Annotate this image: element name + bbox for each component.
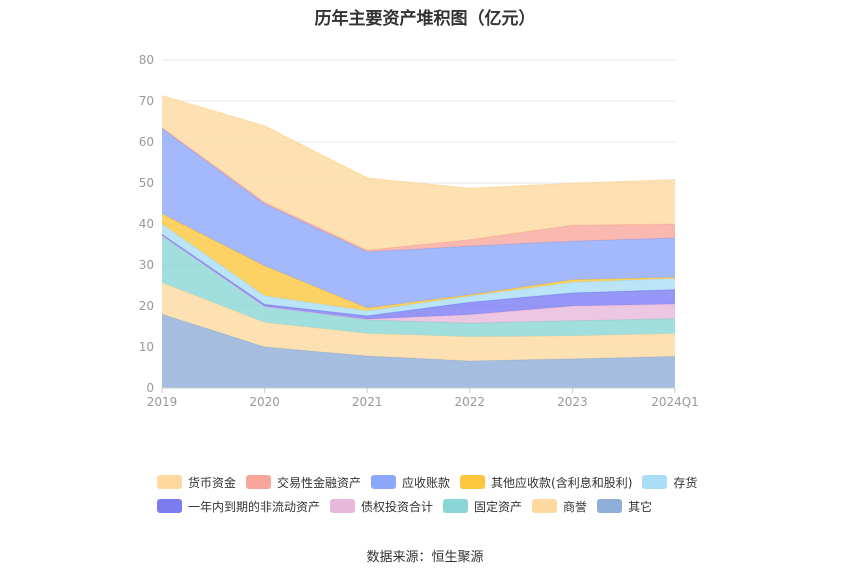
area-series (162, 314, 675, 388)
legend-item[interactable]: 货币资金 (157, 474, 236, 491)
y-tick-label: 40 (139, 217, 154, 231)
y-tick-label: 0 (146, 381, 154, 395)
legend-swatch (532, 499, 558, 513)
legend-swatch (246, 475, 272, 489)
y-tick-label: 20 (139, 299, 154, 313)
data-source: 数据来源：恒生聚源 (366, 550, 484, 565)
legend-label: 固定资产 (474, 499, 523, 514)
legend-label: 其他应收款(含利息和股利) (491, 475, 633, 490)
chart-area: 0 10 20 30 40 50 60 70 80 2019 2020 2021 2022 2023 202… (139, 53, 699, 409)
legend-label: 其它 (628, 499, 653, 514)
legend-item[interactable]: 其他应收款(含利息和股利) (460, 474, 632, 491)
area-series (162, 95, 675, 251)
x-tick-label: 2020 (249, 395, 280, 409)
area-series (162, 224, 675, 316)
legend-swatch (371, 475, 397, 489)
area-series-line (161, 233, 676, 317)
legend-label: 商誉 (563, 499, 588, 514)
area-series (162, 127, 675, 252)
area-series (162, 213, 675, 311)
y-tick-label: 10 (139, 340, 154, 354)
legend-item[interactable]: 交易性金融资产 (246, 474, 361, 491)
legend-label: 一年内到期的非流动资产 (188, 499, 321, 514)
legend-label: 存货 (673, 475, 698, 490)
area-series (162, 234, 675, 320)
legend-item[interactable]: 其它 (597, 498, 652, 515)
x-tick-label: 2023 (557, 395, 588, 409)
legend-item[interactable]: 一年内到期的非流动资产 (157, 498, 320, 515)
y-tick-label: 50 (139, 176, 154, 190)
legend-swatch (330, 499, 356, 513)
area-series (162, 282, 675, 361)
y-tick-label: 70 (139, 94, 154, 108)
legend-label: 债权投资合计 (361, 499, 434, 514)
x-tick-label: 2019 (147, 395, 178, 409)
area-series-line (161, 95, 676, 189)
legend-item[interactable]: 固定资产 (443, 498, 522, 515)
legend-swatch (642, 475, 668, 489)
legend-swatch (460, 475, 486, 489)
legend-item[interactable]: 存货 (642, 474, 697, 491)
legend-label: 交易性金融资产 (277, 475, 362, 490)
y-tick-label: 30 (139, 258, 154, 272)
x-tick-label: 2024Q1 (651, 395, 699, 409)
legend-item[interactable]: 商誉 (532, 498, 587, 515)
axes: 0 10 20 30 40 50 60 70 80 2019 2020 2021 2022 2023 202… (139, 53, 699, 409)
legend-label: 应收账款 (402, 475, 451, 490)
legend-swatch (597, 499, 623, 513)
legend-label: 货币资金 (188, 475, 237, 490)
x-tick-label: 2021 (352, 395, 383, 409)
legend: 货币资金 交易性金融资产 应收账款 其他应收款(含利息和股利) 存货 一年内到期的非流动… (157, 470, 717, 518)
legend-swatch (443, 499, 469, 513)
chart-title: 历年主要资产堆积图（亿元） (314, 9, 536, 29)
area-series (162, 235, 675, 324)
x-tick-label: 2022 (455, 395, 486, 409)
y-tick-label: 60 (139, 135, 154, 149)
legend-swatch (157, 499, 182, 513)
legend-row-2: 一年内到期的非流动资产 债权投资合计 固定资产 商誉 其它 (157, 494, 717, 518)
y-tick-label: 80 (139, 53, 154, 67)
stacked-areas (161, 95, 676, 388)
legend-swatch (157, 475, 182, 489)
area-series (162, 235, 675, 337)
legend-row-1: 货币资金 交易性金融资产 应收账款 其他应收款(含利息和股利) 存货 (157, 470, 717, 494)
area-series (162, 128, 675, 309)
legend-item[interactable]: 债权投资合计 (330, 498, 433, 515)
legend-item[interactable]: 应收账款 (371, 474, 450, 491)
